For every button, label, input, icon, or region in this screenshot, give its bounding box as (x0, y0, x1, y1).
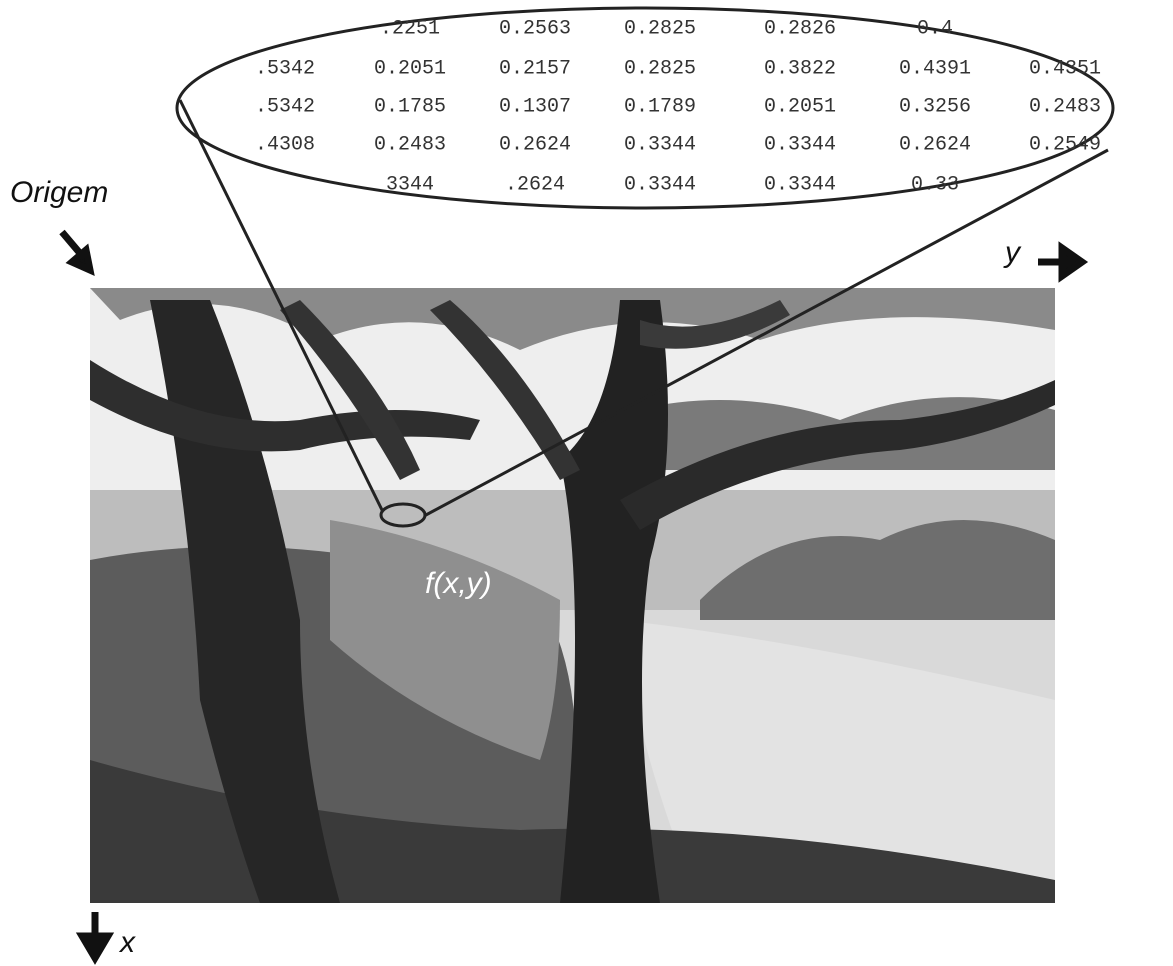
pixel-value: .5342 (255, 95, 315, 118)
pixel-value: 0.4391 (899, 57, 971, 80)
pixel-value: 0.2157 (499, 57, 571, 80)
pixel-value: 3344 (386, 173, 434, 196)
pixel-value: 0.2563 (499, 17, 571, 40)
pixel-value: 0.2549 (1029, 133, 1101, 156)
pixel-value: 0.2825 (624, 17, 696, 40)
pixel-value: 0.3344 (764, 133, 836, 156)
pixel-value: .5342 (255, 57, 315, 80)
x-arrow (82, 912, 108, 958)
pixel-value: 0.3256 (899, 95, 971, 118)
pixel-value: 0.4 (917, 17, 953, 40)
pixel-value: 0.33 (911, 173, 959, 196)
pixel-value: 0.2624 (499, 133, 571, 156)
pixel-value: 0.3822 (764, 57, 836, 80)
pixel-value: 0.3344 (624, 133, 696, 156)
pixel-value: 0.2826 (764, 17, 836, 40)
pixel-value: 0.2624 (899, 133, 971, 156)
pixel-value: .2251 (380, 17, 440, 40)
pixel-value: 0.1307 (499, 95, 571, 118)
x-axis-label: x (118, 926, 136, 959)
y-arrow (1038, 248, 1082, 276)
pixel-value: 0.1789 (624, 95, 696, 118)
diagram: .2251 0.2563 0.2825 0.2826 0.4 .5342 0.2051 0.2… (0, 0, 1173, 966)
pixel-value: 0.3344 (764, 173, 836, 196)
pixel-value: 0.2825 (624, 57, 696, 80)
function-label: f(x,y) (425, 567, 492, 600)
origin-arrow (62, 232, 90, 270)
pixel-value: 0.3344 (624, 173, 696, 196)
pixel-value: 0.4351 (1029, 57, 1101, 80)
y-axis-label: y (1003, 236, 1022, 269)
pixel-value: 0.2051 (764, 95, 836, 118)
painting (90, 288, 1055, 903)
origin-label: Origem (10, 176, 108, 209)
pixel-value: .2624 (505, 173, 565, 196)
pixel-value: 0.2483 (374, 133, 446, 156)
pixel-value: 0.2483 (1029, 95, 1101, 118)
pixel-value: 0.1785 (374, 95, 446, 118)
pixel-value: .4308 (255, 133, 315, 156)
pixel-value: 0.2051 (374, 57, 446, 80)
